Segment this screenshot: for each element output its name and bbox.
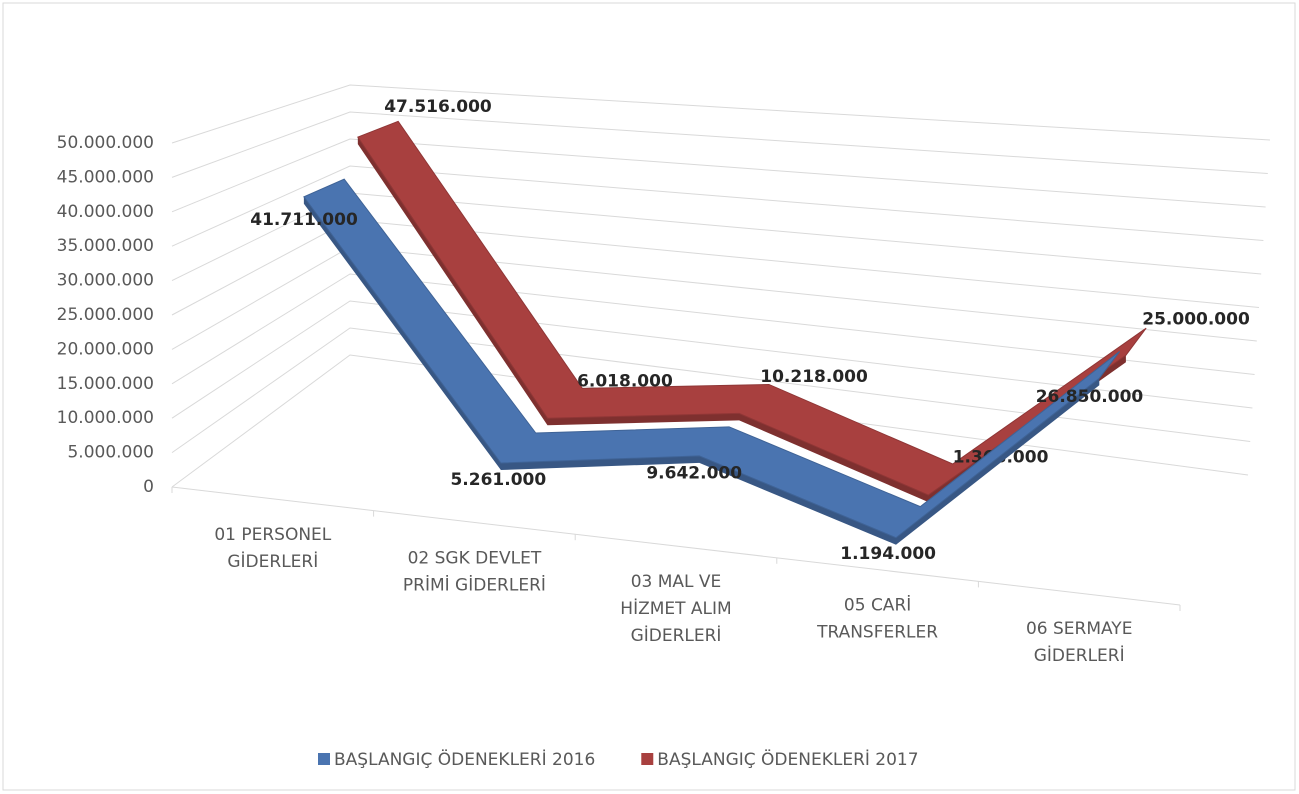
data-label: 10.218.000 [760,367,868,387]
legend-label: BAŞLANGIÇ ÖDENEKLERİ 2016 [334,748,595,770]
grid-line [171,327,1251,454]
x-tick-label: 06 SERMAYE GİDERLERİ [1026,619,1132,666]
y-tick-label: 40.000.000 [57,202,154,222]
x-tick-label: 01 PERSONEL GİDERLERİ [214,525,331,572]
legend-swatch [641,753,654,765]
y-tick-label: 5.000.000 [67,443,154,463]
y-tick-label: 15.000.000 [57,374,154,394]
series-ribbon [357,120,1147,496]
grid-line [171,165,1264,247]
grid-line [171,138,1266,213]
grid-line [171,354,1249,488]
series-ribbon [303,178,1121,539]
y-tick-label: 45.000.000 [57,167,154,187]
x-tick-label: 05 CARİ TRANSFERLER [816,595,938,643]
grid-line [171,300,1253,419]
data-label: 9.642.000 [646,463,742,483]
y-tick-label: 20.000.000 [57,339,154,359]
legend-swatch [318,753,330,765]
data-label: 47.516.000 [384,97,492,117]
data-label: 1.194.000 [840,544,936,564]
grid-line [171,111,1268,178]
x-axis [171,486,1181,606]
data-label: 41.711.000 [250,210,358,230]
y-tick-label: 50.000.000 [57,133,154,153]
y-tick-label: 10.000.000 [57,408,154,428]
data-label: 5.261.000 [450,470,546,490]
y-tick-label: 0 [143,477,154,497]
x-tick-label: 03 MAL VE HİZMET ALIM GİDERLERİ [620,572,731,646]
grid-line [171,273,1255,385]
x-tick-label: 02 SGK DEVLET PRİMİ GİDERLERİ [403,548,546,595]
y-tick-label: 30.000.000 [57,271,154,291]
data-label: 25.000.000 [1142,310,1250,330]
y-tick-label: 25.000.000 [57,305,154,325]
y-tick-label: 35.000.000 [57,236,154,256]
data-label: 26.850.000 [1036,387,1144,407]
legend-label: BAŞLANGIÇ ÖDENEKLERİ 2017 [657,748,918,770]
data-label: 6.018.000 [577,371,673,391]
grid-line [171,84,1271,144]
